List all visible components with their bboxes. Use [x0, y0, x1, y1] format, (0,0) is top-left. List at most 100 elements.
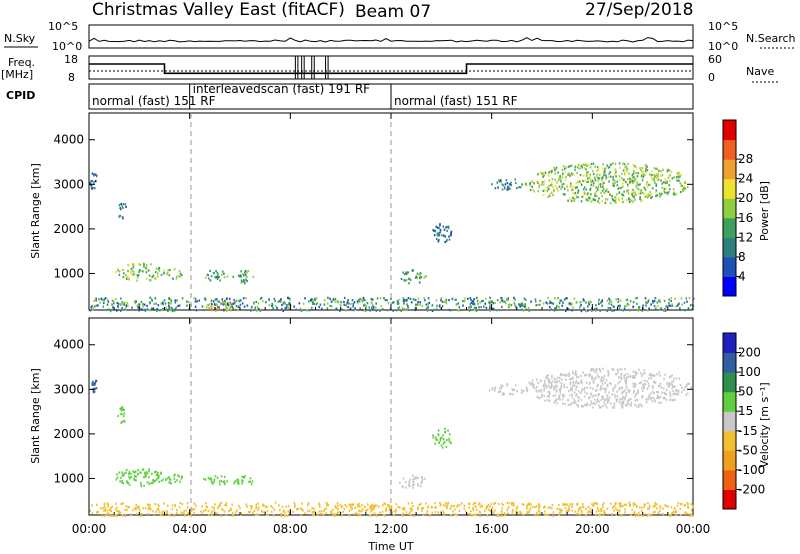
echo-cell: [178, 506, 181, 509]
echo-cell: [569, 182, 572, 185]
echo-cell: [656, 194, 659, 197]
echo-cell: [357, 504, 360, 507]
echo-cell: [679, 508, 682, 511]
echo-cell: [167, 309, 169, 312]
echo-cell: [572, 370, 574, 373]
echo-cell: [451, 298, 453, 301]
echo-cell: [531, 383, 533, 386]
echo-cell: [479, 514, 481, 517]
echo-cell: [676, 179, 678, 182]
freq-tick-bottom: 8: [68, 71, 75, 84]
echo-cell: [597, 510, 600, 513]
echo-cell: [625, 404, 628, 407]
echo-cell: [585, 301, 587, 304]
echo-cell: [395, 508, 397, 511]
echo-cell: [280, 298, 282, 301]
echo-cell: [631, 173, 634, 176]
echo-cell: [108, 508, 111, 511]
echo-cell: [593, 378, 596, 381]
echo-cell: [665, 389, 668, 392]
echo-cell: [129, 271, 132, 274]
echo-cell: [686, 186, 689, 189]
echo-cell: [115, 514, 118, 517]
echo-cell: [144, 471, 146, 474]
echo-cell: [515, 510, 517, 513]
echo-cell: [255, 503, 257, 506]
echo-cell: [340, 506, 343, 509]
echo-cell: [326, 302, 329, 305]
echo-cell: [157, 504, 160, 508]
echo-cell: [312, 299, 315, 302]
echo-cell: [565, 309, 567, 313]
echo-cell: [198, 299, 201, 302]
echo-cell: [211, 482, 214, 485]
echo-cell: [506, 509, 509, 512]
echo-cell: [169, 478, 171, 481]
echo-cell: [586, 198, 588, 202]
echo-cell: [408, 480, 410, 483]
echo-cell: [550, 384, 553, 387]
echo-cell: [242, 280, 244, 283]
echo-cell: [91, 179, 93, 183]
echo-cell: [436, 439, 438, 442]
echo-cell: [543, 379, 546, 382]
echo-cell: [127, 304, 129, 307]
echo-cell: [620, 374, 622, 377]
echo-cell: [594, 176, 596, 179]
echo-cell: [136, 279, 138, 282]
echo-cell: [587, 301, 590, 304]
echo-cell: [632, 391, 635, 394]
echo-cell: [634, 297, 637, 300]
echo-cell: [225, 504, 228, 507]
echo-cell: [135, 504, 137, 507]
echo-cell: [547, 188, 550, 191]
echo-cell: [440, 444, 443, 447]
echo-cell: [580, 183, 583, 186]
echo-cell: [506, 299, 509, 302]
echo-cell: [585, 403, 587, 406]
echo-cell: [359, 514, 362, 517]
echo-cell: [127, 270, 130, 273]
echo-cell: [604, 172, 607, 175]
echo-cell: [210, 275, 213, 278]
echo-cell: [656, 390, 658, 394]
echo-cell: [671, 511, 674, 514]
echo-cell: [523, 297, 526, 300]
echo-cell: [598, 393, 600, 396]
echo-cell: [621, 176, 623, 180]
echo-cell: [319, 303, 322, 306]
echo-cell: [426, 309, 429, 312]
echo-cell: [158, 511, 161, 514]
echo-cell: [692, 506, 695, 509]
echo-cell: [313, 302, 316, 305]
echo-cell: [580, 200, 583, 203]
echo-cell: [343, 300, 345, 303]
echo-cell: [152, 479, 154, 482]
echo-cell: [526, 388, 529, 391]
echo-cell: [671, 303, 673, 306]
echo-cell: [284, 302, 286, 305]
echo-cell: [534, 514, 536, 517]
echo-cell: [116, 309, 118, 312]
echo-cell: [625, 503, 627, 506]
echo-cell: [598, 183, 600, 186]
echo-cell: [652, 178, 654, 181]
echo-cell: [612, 175, 614, 179]
echo-cell: [622, 402, 624, 406]
echo-cell: [540, 390, 542, 393]
echo-cell: [623, 308, 626, 311]
echo-cell: [176, 299, 178, 302]
echo-cell: [641, 389, 644, 392]
echo-cell: [641, 395, 644, 398]
echo-cell: [511, 501, 513, 505]
echo-cell: [168, 476, 170, 479]
echo-cell: [590, 184, 593, 187]
echo-cell: [580, 509, 583, 512]
echo-cell: [184, 514, 186, 517]
echo-cell: [658, 169, 660, 172]
echo-cell: [282, 302, 285, 305]
echo-cell: [668, 514, 671, 517]
echo-cell: [555, 398, 557, 401]
echo-cell: [252, 275, 255, 279]
echo-cell: [650, 303, 652, 306]
